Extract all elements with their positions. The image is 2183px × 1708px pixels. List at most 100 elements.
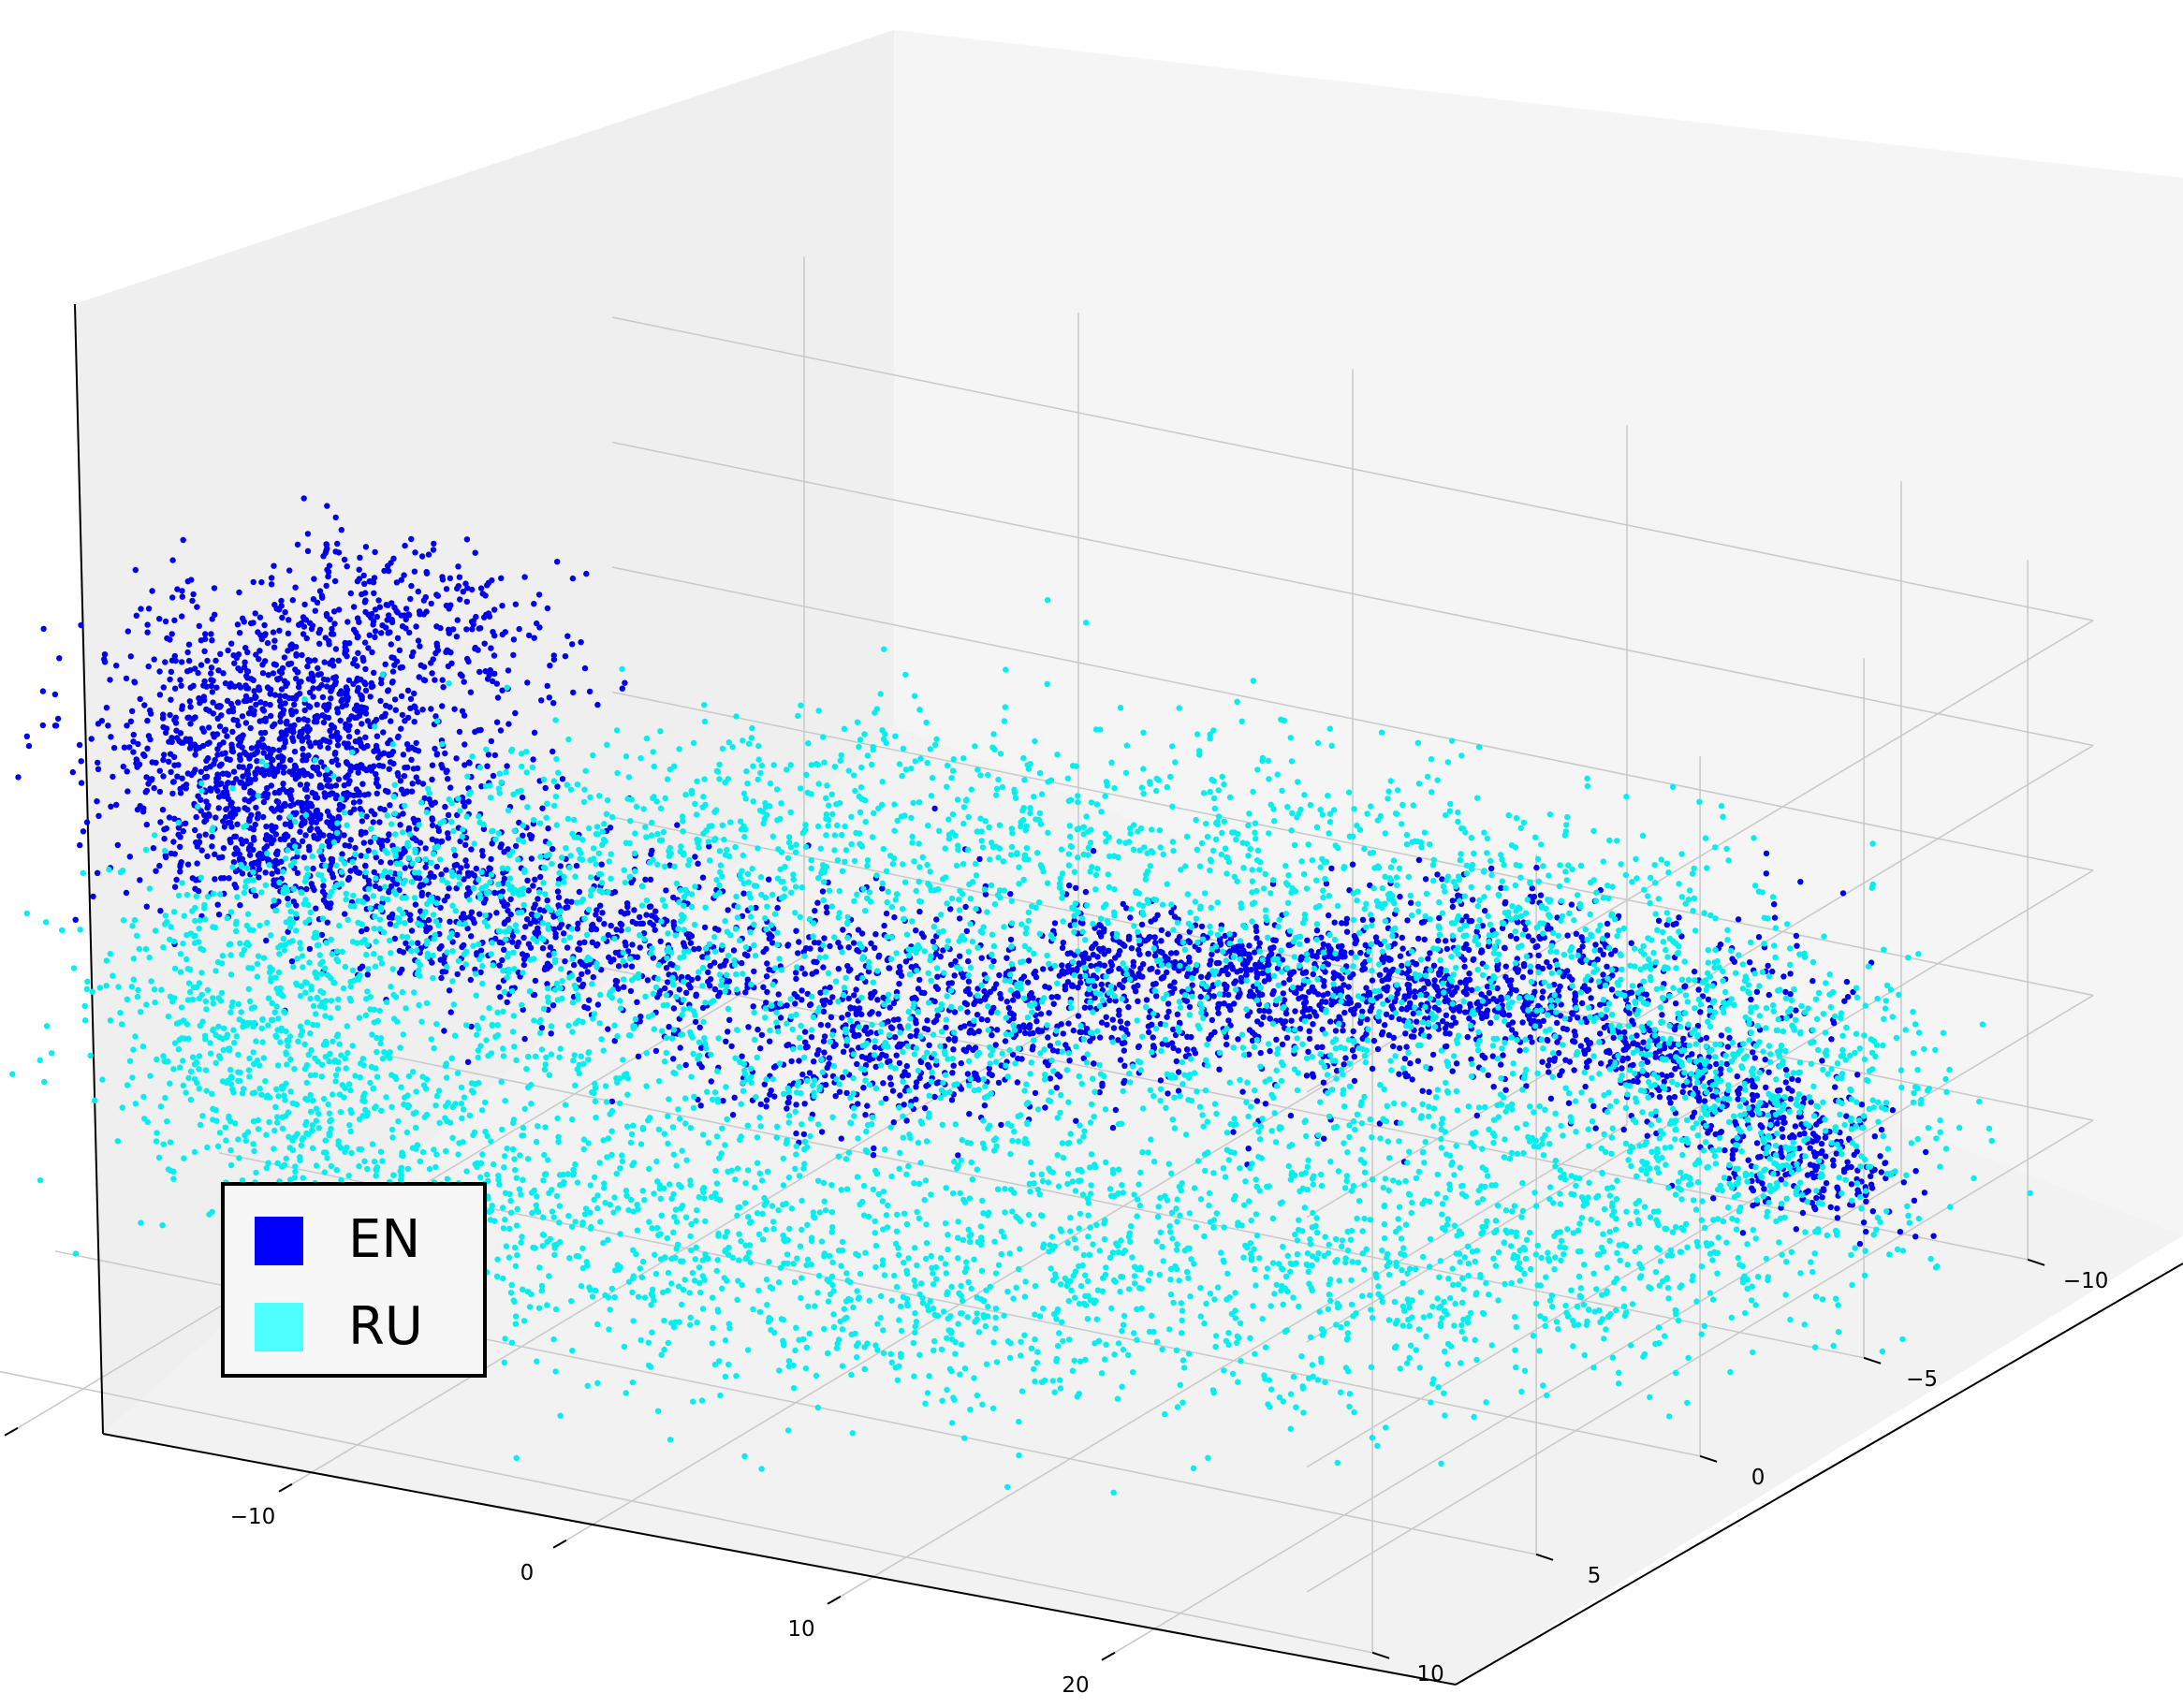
data-point	[239, 870, 246, 877]
data-point	[1078, 1029, 1085, 1036]
data-point	[505, 721, 512, 727]
data-point	[544, 960, 551, 967]
data-point	[338, 527, 344, 533]
data-point	[978, 1015, 985, 1023]
data-point	[399, 664, 405, 671]
data-point	[195, 887, 202, 895]
data-point	[365, 847, 372, 854]
data-point	[1869, 1208, 1877, 1215]
data-point	[667, 960, 674, 968]
data-point	[1340, 1028, 1346, 1034]
data-point	[1090, 951, 1097, 958]
data-point	[227, 756, 233, 763]
data-point	[144, 745, 151, 752]
data-point	[972, 1044, 979, 1051]
data-point	[1868, 1173, 1874, 1180]
data-point	[280, 781, 286, 787]
y-tick-label: 5	[1588, 1564, 1602, 1588]
data-point	[172, 657, 179, 664]
data-point	[218, 781, 225, 787]
data-point	[252, 892, 259, 899]
data-point	[1425, 956, 1431, 962]
data-point	[1780, 1119, 1787, 1126]
data-point	[1066, 1058, 1073, 1064]
data-point	[177, 730, 184, 737]
data-point	[1789, 1131, 1795, 1139]
data-point	[245, 710, 253, 717]
data-point	[321, 659, 328, 665]
data-point	[897, 968, 903, 974]
data-point	[1121, 1062, 1128, 1070]
data-point	[1273, 1036, 1280, 1044]
data-point	[1080, 955, 1087, 961]
data-point	[388, 617, 395, 623]
data-point	[433, 591, 440, 598]
data-point	[324, 613, 330, 620]
data-point	[532, 977, 539, 985]
data-point	[670, 919, 677, 926]
data-point	[1813, 1194, 1820, 1202]
data-point	[455, 583, 462, 590]
data-point	[463, 598, 470, 606]
data-point	[1351, 1053, 1358, 1060]
data-point	[550, 926, 558, 932]
data-point	[311, 718, 318, 725]
data-point	[1225, 991, 1232, 999]
data-point	[962, 903, 969, 911]
data-point	[1466, 971, 1472, 977]
data-point	[430, 656, 436, 663]
data-point	[330, 874, 337, 881]
data-point	[577, 940, 583, 946]
data-point	[256, 684, 262, 691]
data-point	[465, 658, 472, 665]
data-point	[570, 689, 577, 696]
data-point	[212, 756, 218, 764]
data-point	[1745, 1157, 1751, 1163]
data-point	[1454, 985, 1460, 991]
data-point	[433, 643, 441, 650]
data-point	[961, 1023, 968, 1029]
data-point	[528, 833, 535, 839]
data-point	[334, 742, 342, 749]
data-point	[447, 650, 454, 656]
data-point	[392, 707, 399, 713]
data-point	[357, 798, 363, 805]
data-point	[293, 675, 300, 682]
data-point	[1229, 966, 1237, 972]
data-point	[1241, 950, 1248, 956]
data-point	[499, 603, 505, 609]
data-point	[367, 839, 374, 845]
data-point	[696, 945, 702, 952]
data-point	[976, 855, 983, 863]
data-point	[1146, 1029, 1152, 1036]
data-point	[244, 807, 251, 813]
data-point	[775, 991, 782, 998]
data-point	[1056, 1073, 1063, 1080]
data-point	[1059, 944, 1066, 951]
data-point	[285, 648, 291, 654]
data-point	[374, 733, 381, 739]
data-point	[1355, 1002, 1362, 1009]
data-point	[462, 857, 469, 864]
data-point	[730, 947, 738, 954]
data-point	[391, 935, 399, 942]
data-point	[322, 635, 329, 641]
data-point	[374, 754, 382, 761]
data-point	[201, 774, 209, 781]
data-point	[293, 902, 300, 909]
data-point	[455, 563, 462, 570]
data-point	[1668, 1072, 1675, 1078]
data-point	[1091, 1060, 1097, 1067]
data-point	[467, 689, 475, 695]
data-point	[204, 657, 211, 664]
data-point	[228, 799, 235, 806]
data-point	[1868, 1181, 1875, 1188]
data-point	[332, 674, 339, 680]
data-point	[1757, 1153, 1764, 1161]
data-point	[387, 759, 394, 766]
data-point	[1046, 1010, 1052, 1016]
data-point	[327, 862, 334, 869]
data-point	[1813, 1121, 1820, 1128]
data-point	[766, 935, 773, 942]
data-point	[247, 789, 254, 796]
